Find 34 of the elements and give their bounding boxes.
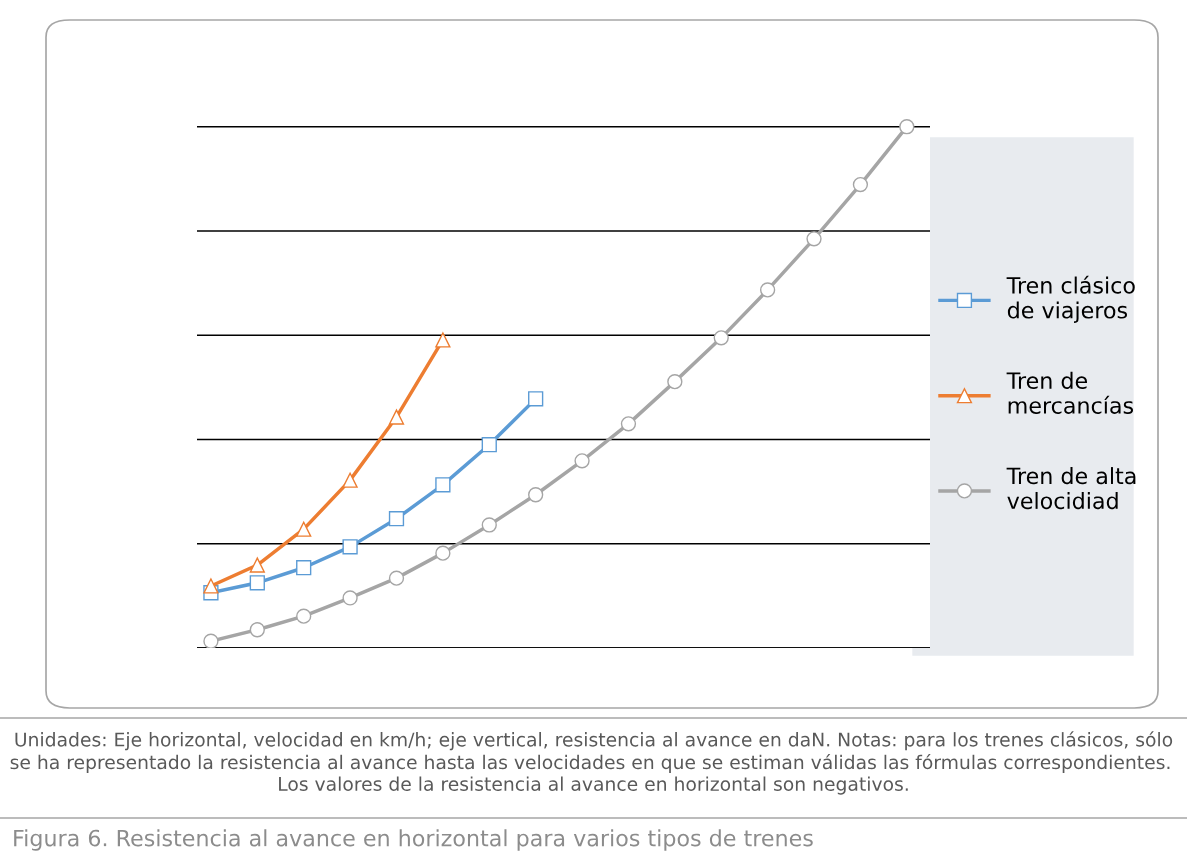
point bbox=[435, 545, 451, 561]
point bbox=[296, 608, 312, 624]
point bbox=[435, 332, 451, 348]
legend-label: Tren de alta velocidiad bbox=[1006, 467, 1136, 510]
point bbox=[435, 477, 451, 493]
point bbox=[806, 231, 822, 247]
point bbox=[388, 409, 405, 425]
point bbox=[852, 176, 869, 193]
point bbox=[388, 511, 405, 527]
point bbox=[528, 487, 544, 503]
point bbox=[296, 521, 312, 537]
point bbox=[481, 517, 497, 533]
text: Unidades: Eje horizontal, velocidad en km/h; eje vertical, resistencia al avance en daN. Notas: para los trenes clásicos, sólo se ha representado la resistencia al avance hasta las velocidades en que se estiman válidas las fórmulas correspondientes. Los valores de la resistencia al avance en horizontal son negativos. bbox=[10, 731, 1173, 795]
point bbox=[713, 330, 729, 346]
point bbox=[759, 282, 776, 298]
legend-label: Tren clásico de viajeros bbox=[1006, 275, 1135, 323]
point bbox=[249, 557, 265, 573]
point bbox=[203, 633, 219, 648]
point bbox=[249, 575, 265, 591]
legend-label: Tren de mercancías bbox=[1006, 371, 1134, 414]
point bbox=[899, 119, 915, 135]
point bbox=[528, 391, 544, 407]
point bbox=[481, 437, 497, 453]
point bbox=[249, 622, 265, 638]
point bbox=[342, 590, 358, 606]
point bbox=[342, 539, 358, 555]
point bbox=[574, 453, 590, 469]
point bbox=[342, 472, 358, 488]
point bbox=[203, 578, 219, 594]
point bbox=[296, 560, 312, 576]
point bbox=[667, 373, 683, 390]
text: Figura 6. Resistencia al avance en horizontal para varios tipos de trenes bbox=[14, 829, 813, 851]
point bbox=[388, 570, 405, 586]
point bbox=[620, 416, 637, 432]
